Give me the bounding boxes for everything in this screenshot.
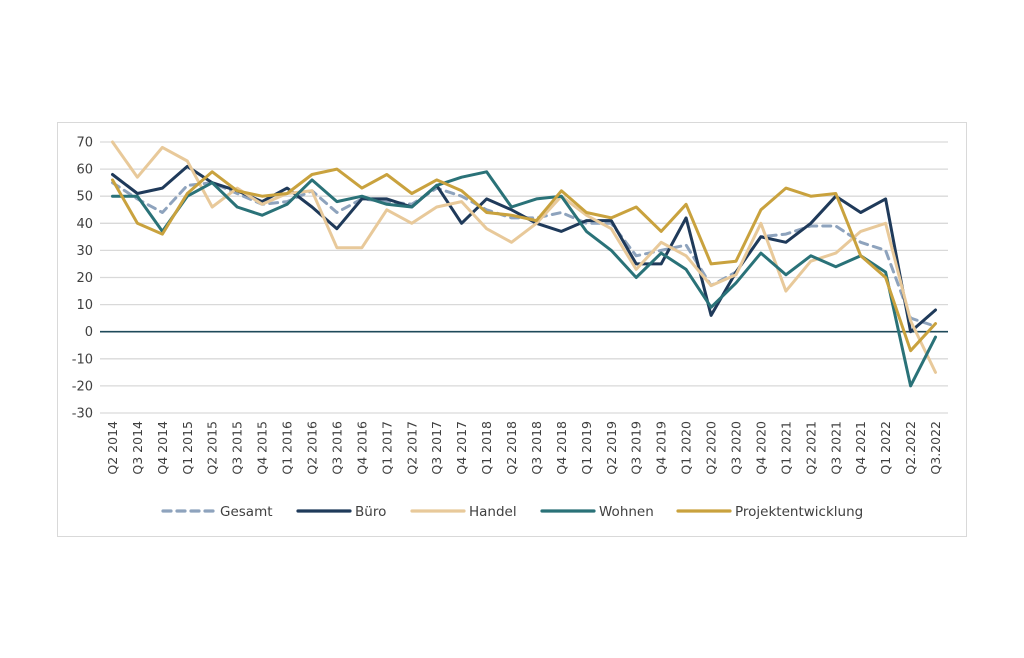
x-tick-label: Q3 2015 bbox=[230, 421, 245, 475]
x-tick-label: Q3 2016 bbox=[329, 421, 344, 475]
x-tick-label: Q4 2016 bbox=[354, 421, 369, 475]
x-tick-label: Q4 2018 bbox=[554, 421, 569, 475]
x-tick-label: Q4 2014 bbox=[155, 421, 170, 475]
legend-label: Gesamt bbox=[220, 504, 273, 520]
x-tick-label: Q4 2015 bbox=[255, 421, 270, 475]
y-tick-label: -20 bbox=[72, 379, 93, 394]
x-tick-label: Q3 2020 bbox=[729, 421, 744, 475]
legend-label: Handel bbox=[469, 504, 517, 520]
legend-label: Büro bbox=[355, 504, 386, 520]
x-tick-label: Q1 2016 bbox=[280, 421, 295, 475]
x-tick-label: Q2 2016 bbox=[305, 421, 320, 475]
x-tick-label: Q2.2022 bbox=[903, 421, 918, 475]
y-tick-label: 20 bbox=[76, 271, 93, 286]
x-tick-label: Q3 2017 bbox=[429, 421, 444, 475]
y-tick-label: 50 bbox=[76, 190, 93, 205]
x-tick-label: Q1 2015 bbox=[180, 421, 195, 475]
x-tick-label: Q1 2021 bbox=[778, 421, 793, 475]
x-tick-label: Q3 2018 bbox=[529, 421, 544, 475]
y-tick-label: -10 bbox=[72, 352, 93, 367]
x-tick-label: Q3 2021 bbox=[828, 421, 843, 475]
y-tick-label: -30 bbox=[72, 407, 93, 422]
x-tick-label: Q2 2014 bbox=[105, 421, 120, 475]
legend-label: Wohnen bbox=[599, 504, 654, 520]
x-tick-label: Q2 2019 bbox=[604, 421, 619, 475]
x-tick-label: Q1 2022 bbox=[878, 421, 893, 475]
y-tick-label: 60 bbox=[76, 163, 93, 178]
x-tick-label: Q4 2019 bbox=[654, 421, 669, 475]
series-lines bbox=[111, 140, 937, 388]
x-tick-label: Q4 2021 bbox=[853, 421, 868, 475]
series-line-wohnen bbox=[111, 170, 937, 388]
x-tick-label: Q3.2022 bbox=[928, 421, 943, 475]
x-tick-label: Q2 2015 bbox=[205, 421, 220, 475]
x-tick-label: Q2 2021 bbox=[803, 421, 818, 475]
x-tick-label: Q1 2017 bbox=[379, 421, 394, 475]
gridlines bbox=[100, 141, 948, 414]
legend: Gesamt Büro Handel Wohnen Projektentwicklung bbox=[161, 504, 863, 520]
x-tick-label: Q2 2020 bbox=[704, 421, 719, 475]
x-tick-label: Q4 2020 bbox=[753, 421, 768, 475]
x-tick-label: Q4 2017 bbox=[454, 421, 469, 475]
x-tick-label: Q1 2018 bbox=[479, 421, 494, 475]
chart-frame bbox=[57, 122, 967, 537]
y-tick-label: 40 bbox=[76, 217, 93, 232]
series-line-projektentwicklung bbox=[111, 167, 937, 353]
x-axis-ticks: Q2 2014 Q3 2014 Q4 2014 Q1 2015 Q2 2015 Q3 20… bbox=[105, 421, 943, 475]
legend-label: Projektentwicklung bbox=[735, 504, 863, 520]
x-tick-label: Q3 2019 bbox=[629, 421, 644, 475]
y-tick-label: 70 bbox=[76, 136, 93, 151]
y-tick-label: 0 bbox=[85, 325, 93, 340]
y-tick-label: 10 bbox=[76, 298, 93, 313]
y-axis-ticks: 70 60 50 40 30 20 10 0 -10 -20 -30 bbox=[72, 136, 93, 422]
x-tick-label: Q3 2014 bbox=[130, 421, 145, 475]
y-tick-label: 30 bbox=[76, 244, 93, 259]
x-tick-label: Q1 2019 bbox=[579, 421, 594, 475]
x-tick-label: Q1 2020 bbox=[679, 421, 694, 475]
x-tick-label: Q2 2018 bbox=[504, 421, 519, 475]
series-line-handel bbox=[111, 140, 937, 374]
x-tick-label: Q2 2017 bbox=[404, 421, 419, 475]
